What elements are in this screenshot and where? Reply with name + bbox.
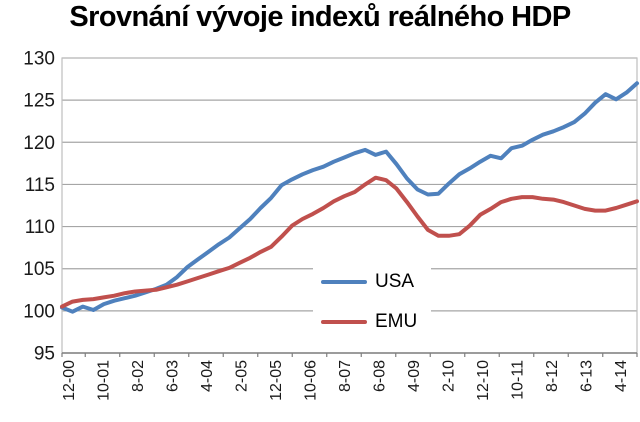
emu-legend-line (321, 320, 367, 324)
y-tick-label: 120 (23, 133, 55, 154)
legend-item-emu: EMU (321, 311, 417, 333)
y-tick-label: 115 (25, 175, 55, 196)
y-tick-label: 100 (23, 301, 55, 322)
y-tick-label: 95 (34, 344, 55, 365)
y-tick-label: 125 (23, 91, 55, 112)
x-tick-label: 12-10 (475, 360, 492, 401)
usa-legend-line (321, 280, 367, 284)
chart-title: Srovnání vývoje indexů reálného HDP (69, 1, 571, 33)
x-tick-label: 10-06 (303, 360, 320, 401)
x-tick-label: 8-07 (337, 360, 354, 392)
x-tick-label: 4-09 (406, 360, 423, 392)
x-tick-label: 4-04 (199, 360, 216, 392)
x-tick-label: 6-03 (165, 360, 182, 392)
legend-label-usa: USA (375, 271, 415, 292)
x-tick-label: 6-08 (372, 360, 389, 392)
chart-legend: USA EMU (313, 266, 432, 338)
legend-item-usa: USA (321, 271, 417, 293)
y-tick-label: 130 (23, 49, 55, 70)
x-tick-label: 12-00 (61, 360, 78, 401)
x-tick-label: 10-01 (96, 360, 113, 401)
y-tick-label: 105 (23, 259, 55, 280)
x-tick-label: 2-10 (441, 360, 458, 392)
y-tick-label: 110 (25, 217, 55, 238)
x-tick-label: 10-11 (510, 360, 527, 400)
emu-series-line (60, 175, 639, 309)
legend-label-emu: EMU (375, 311, 418, 332)
x-tick-label: 8-02 (130, 360, 147, 392)
x-tick-label: 12-05 (268, 360, 285, 401)
x-tick-label: 2-05 (234, 360, 251, 392)
x-tick-label: 8-12 (544, 360, 561, 392)
x-tick-label: 4-14 (613, 360, 630, 392)
x-tick-label: 6-13 (579, 360, 596, 392)
